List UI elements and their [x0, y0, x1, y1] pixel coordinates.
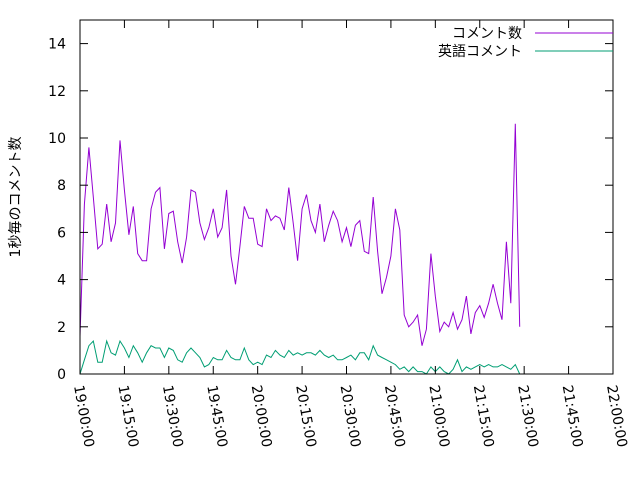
x-tick-label: 20:00:00	[248, 384, 275, 449]
y-tick-label: 2	[57, 320, 66, 336]
series-line-0	[79, 123, 521, 346]
plot-frame	[79, 19, 614, 375]
legend-label: コメント数	[452, 26, 522, 42]
y-tick-label: 10	[48, 131, 66, 147]
y-tick-label: 12	[48, 84, 66, 100]
y-axis: 0 2 4 6 8 10 12 14	[48, 37, 613, 383]
x-tick-label: 20:30:00	[337, 384, 364, 449]
x-tick-label: 19:00:00	[70, 384, 97, 449]
series-line-1	[79, 339, 521, 375]
x-tick-label: 21:45:00	[559, 384, 586, 449]
y-tick-label: 8	[57, 178, 66, 194]
x-tick-label: 19:30:00	[159, 384, 186, 449]
x-tick-label: 20:45:00	[381, 384, 408, 449]
y-tick-label: 4	[57, 273, 66, 289]
y-axis-label: 1秒毎のコメント数	[8, 137, 24, 258]
y-tick-label: 14	[48, 37, 66, 53]
x-axis: 19:00:00 19:15:00 19:30:00 19:45:00 20:00:00…	[70, 20, 630, 449]
legend-label: 英語コメント	[438, 43, 522, 60]
series-lines	[79, 123, 521, 375]
x-tick-label: 19:45:00	[203, 384, 230, 449]
x-tick-label: 19:15:00	[114, 384, 141, 449]
y-tick-label: 6	[57, 225, 66, 241]
x-tick-label: 21:15:00	[470, 384, 497, 449]
x-tick-label: 21:30:00	[514, 384, 541, 449]
x-tick-label: 21:00:00	[425, 384, 452, 449]
x-tick-label: 20:15:00	[292, 384, 319, 449]
y-tick-label: 0	[57, 367, 66, 383]
x-tick-label: 22:00:00	[603, 384, 630, 449]
